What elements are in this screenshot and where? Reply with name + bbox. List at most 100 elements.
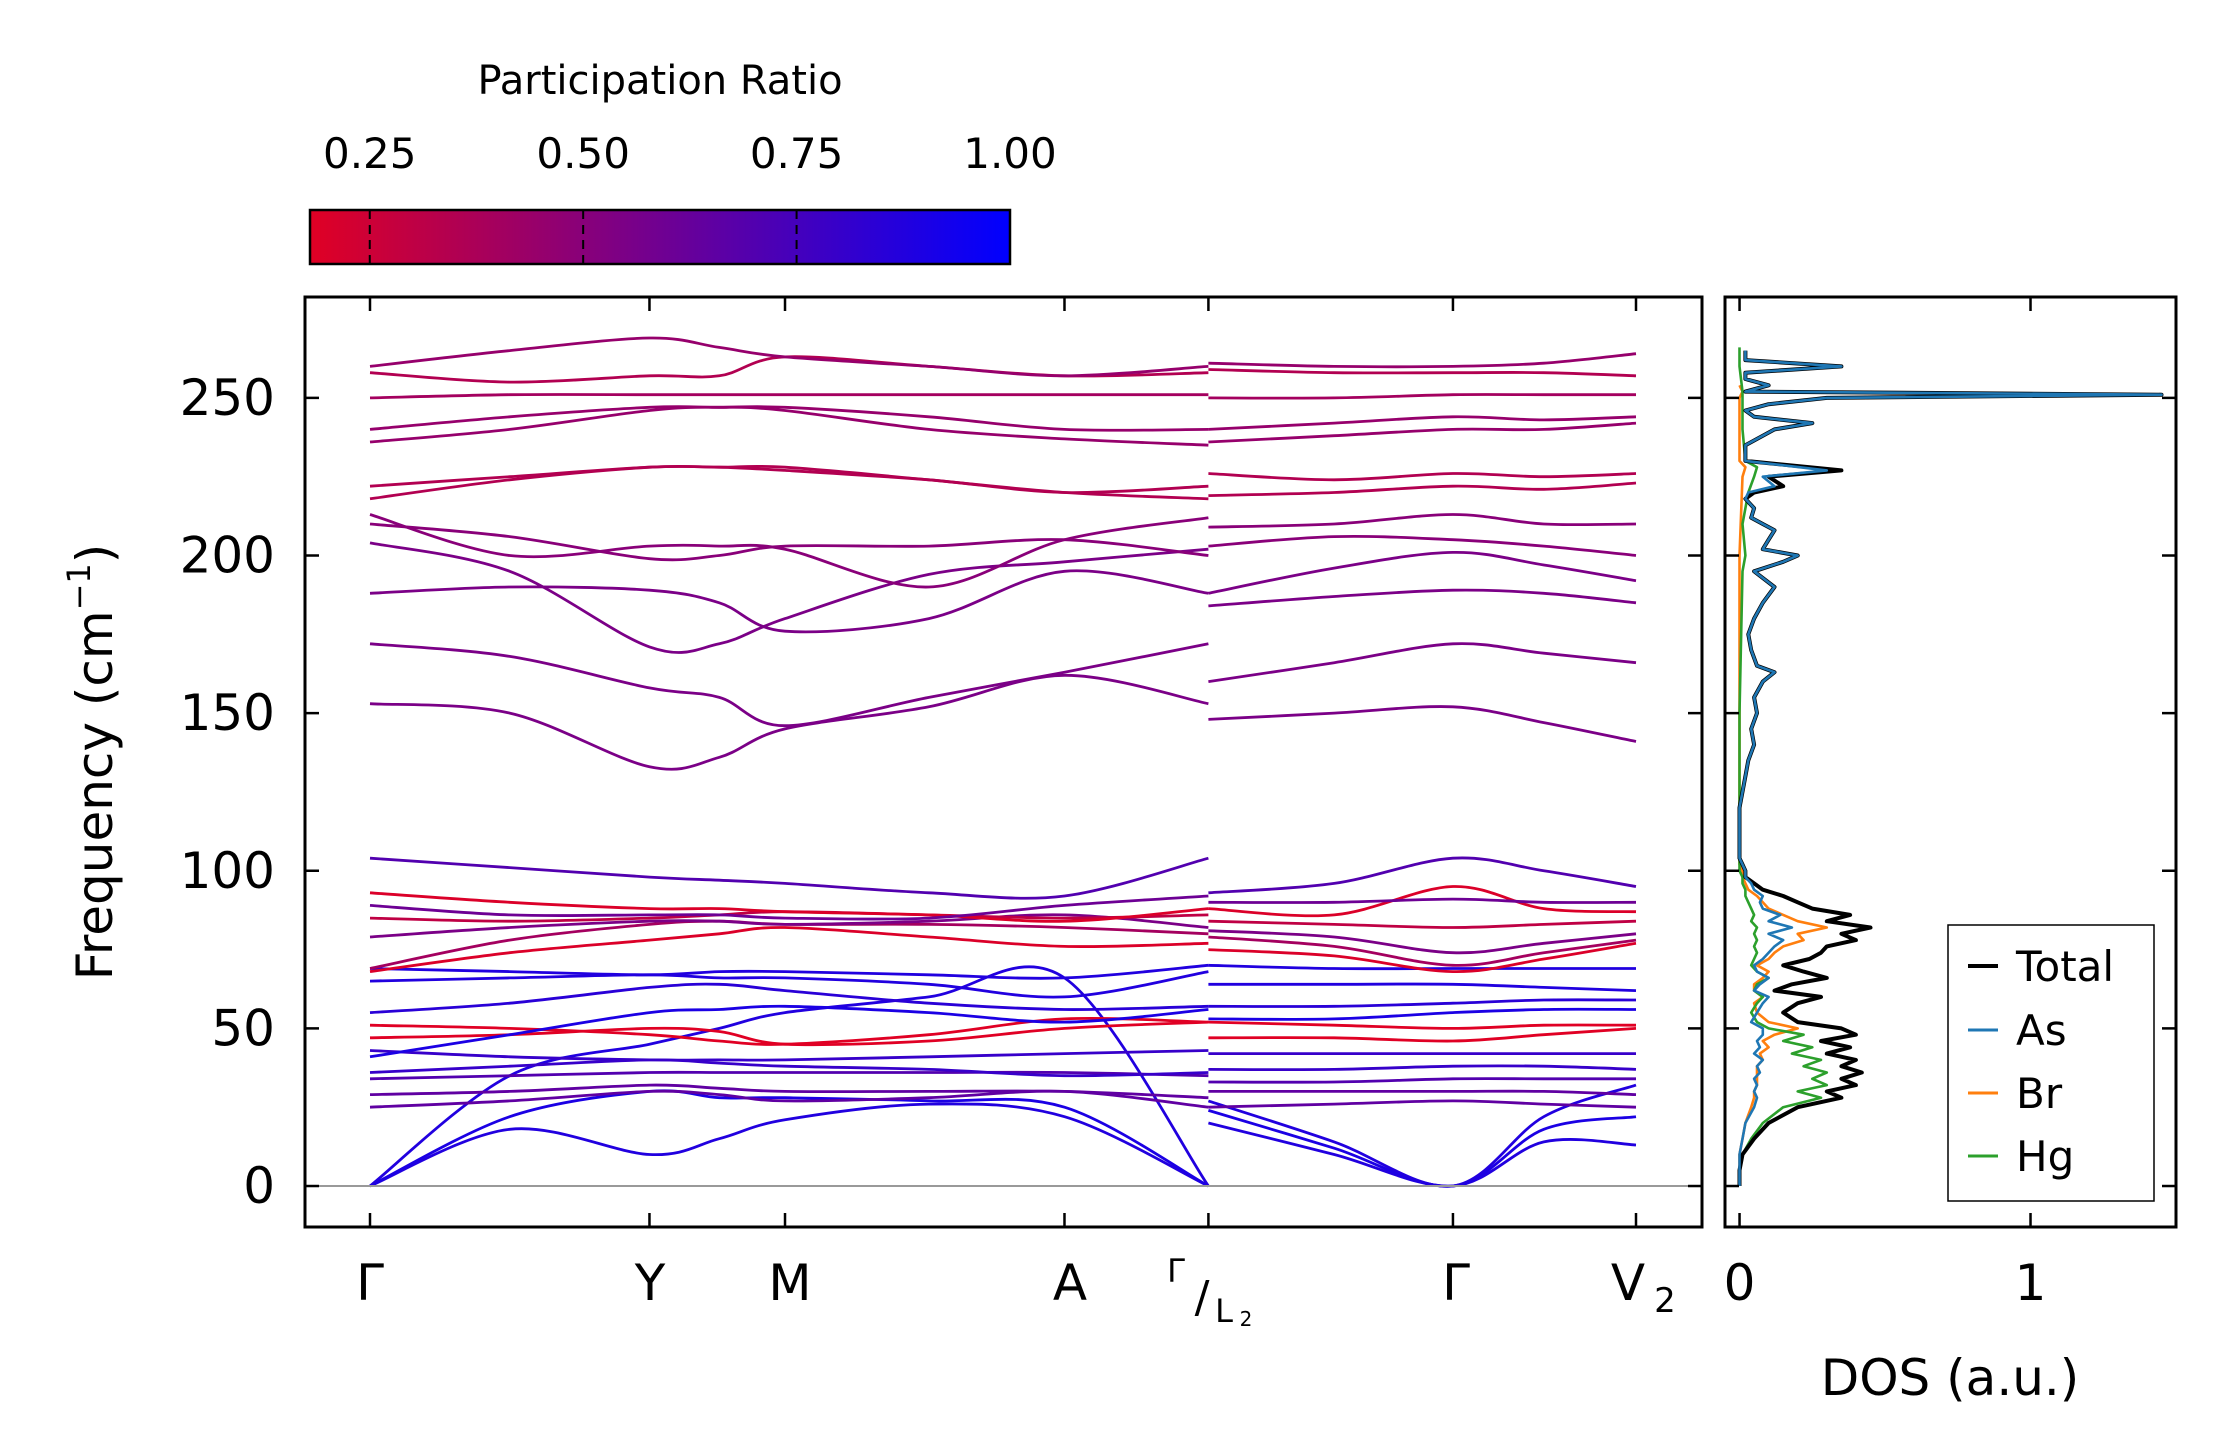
band-right-9 [1208, 1020, 1637, 1030]
band-right-30 [1208, 415, 1637, 431]
band-left-22 [369, 642, 1209, 728]
band-right-11 [1208, 998, 1637, 1008]
colorbar: Participation Ratio 0.25 0.50 0.75 1.00 [308, 58, 1057, 266]
band-left-7 [369, 1049, 1209, 1062]
band-left-29 [369, 405, 1209, 447]
band-left-12 [369, 970, 1209, 999]
band-left-17 [369, 910, 1209, 923]
frequency-axis-label: Frequency (cm−1) [60, 544, 124, 981]
kpoint-axis: Γ Y M A Γ / L 2 Γ V 2 [356, 297, 1676, 1331]
kpoint-label-m: M [768, 1254, 811, 1312]
dos-tick-label: 1 [2015, 1254, 2047, 1312]
legend-label-hg: Hg [2016, 1132, 2074, 1181]
band-left-33 [369, 336, 1209, 378]
band-left-24 [369, 541, 1209, 654]
band-right-25 [1208, 534, 1637, 557]
band-left-13 [369, 963, 1209, 980]
colorbar-tick-label: 0.25 [323, 129, 417, 178]
band-right-20 [1208, 856, 1637, 895]
band-left-10 [369, 1004, 1209, 1059]
band-right-18 [1208, 885, 1637, 918]
band-right-4 [1208, 1089, 1637, 1096]
legend-label-br: Br [2016, 1069, 2063, 1118]
band-right-12 [1208, 982, 1637, 992]
frequency-tick-label: 100 [180, 842, 275, 900]
band-right-24 [1208, 550, 1637, 595]
dos-axis-label: DOS (a.u.) [1821, 1349, 2080, 1407]
phonon-bands [369, 336, 1637, 1188]
dos-line-hg [1738, 347, 1829, 1186]
svg-text:2: 2 [1654, 1281, 1676, 1321]
band-left-23 [369, 569, 1209, 634]
colorbar-gradient [308, 208, 1012, 266]
band-right-33 [1208, 352, 1637, 369]
dos-tick-label: 0 [1724, 1254, 1756, 1312]
band-left-26 [369, 513, 1209, 589]
band-right-19 [1208, 897, 1637, 904]
band-left-31 [369, 393, 1209, 400]
svg-text:L: L [1215, 1292, 1233, 1330]
band-structure-panel: 0 50 100 150 200 250 Γ Y M A Γ / L 2 Γ V 2 Fr… [60, 295, 1704, 1331]
dos-axes-frame [1723, 295, 2178, 1229]
svg-text:Γ: Γ [1167, 1252, 1185, 1290]
kpoint-label-a: A [1053, 1254, 1087, 1312]
band-right-5 [1208, 1077, 1636, 1084]
band-right-17 [1208, 919, 1637, 929]
kpoint-label-gamma-l2: Γ / L 2 [1167, 1252, 1252, 1331]
band-axes-frame [303, 295, 1704, 1229]
band-left-1 [369, 1089, 1210, 1188]
band-left-5 [369, 1070, 1209, 1081]
band-left-9 [369, 1016, 1209, 1046]
dos-line-as [1738, 350, 2163, 1186]
band-left-19 [369, 894, 1209, 921]
svg-text:2: 2 [1240, 1307, 1253, 1331]
band-right-14 [1208, 941, 1637, 974]
band-left-11 [369, 982, 1209, 1014]
band-right-21 [1208, 705, 1637, 743]
frequency-tick-label: 0 [243, 1157, 275, 1215]
svg-text:/: / [1195, 1272, 1210, 1323]
band-right-28 [1208, 472, 1637, 482]
band-left-18 [369, 891, 1209, 923]
band-right-6 [1208, 1064, 1637, 1072]
band-left-4 [369, 1083, 1209, 1100]
colorbar-ticks: 0.25 0.50 0.75 1.00 [323, 129, 1057, 264]
kpoint-label-y: Y [634, 1254, 666, 1312]
frequency-tick-label: 150 [180, 684, 275, 742]
band-left-3 [369, 1089, 1209, 1109]
band-right-15 [1208, 935, 1637, 967]
svg-text:V: V [1611, 1254, 1645, 1312]
band-left-20 [369, 856, 1209, 900]
band-right-13 [1208, 963, 1636, 971]
band-right-3 [1208, 1099, 1637, 1109]
band-left-21 [369, 673, 1209, 771]
band-left-32 [369, 355, 1209, 384]
band-left-16 [369, 913, 1209, 939]
band-right-27 [1208, 481, 1637, 497]
frequency-axis: 0 50 100 150 200 250 [180, 369, 1702, 1215]
colorbar-tick-label: 0.50 [536, 129, 630, 178]
band-left-14 [369, 926, 1209, 973]
colorbar-tick-label: 0.75 [750, 129, 844, 178]
frequency-tick-label: 250 [180, 369, 275, 427]
kpoint-label-v2: V 2 [1611, 1254, 1676, 1321]
legend-label-as: As [2016, 1006, 2067, 1055]
band-right-29 [1208, 421, 1637, 444]
band-right-8 [1208, 1027, 1637, 1043]
kpoint-label-gamma-start: Γ [356, 1254, 384, 1312]
band-right-16 [1208, 929, 1637, 955]
band-right-0 [1208, 1121, 1637, 1188]
legend-label-total: Total [2015, 942, 2114, 991]
colorbar-title: Participation Ratio [477, 58, 842, 104]
band-right-22 [1208, 642, 1637, 683]
band-right-31 [1208, 393, 1636, 400]
band-right-23 [1208, 588, 1637, 608]
band-left-0 [369, 1102, 1210, 1188]
band-right-32 [1208, 368, 1637, 378]
colorbar-tick-label: 1.00 [963, 129, 1057, 178]
band-right-10 [1208, 1007, 1637, 1021]
band-left-6 [369, 1058, 1209, 1078]
